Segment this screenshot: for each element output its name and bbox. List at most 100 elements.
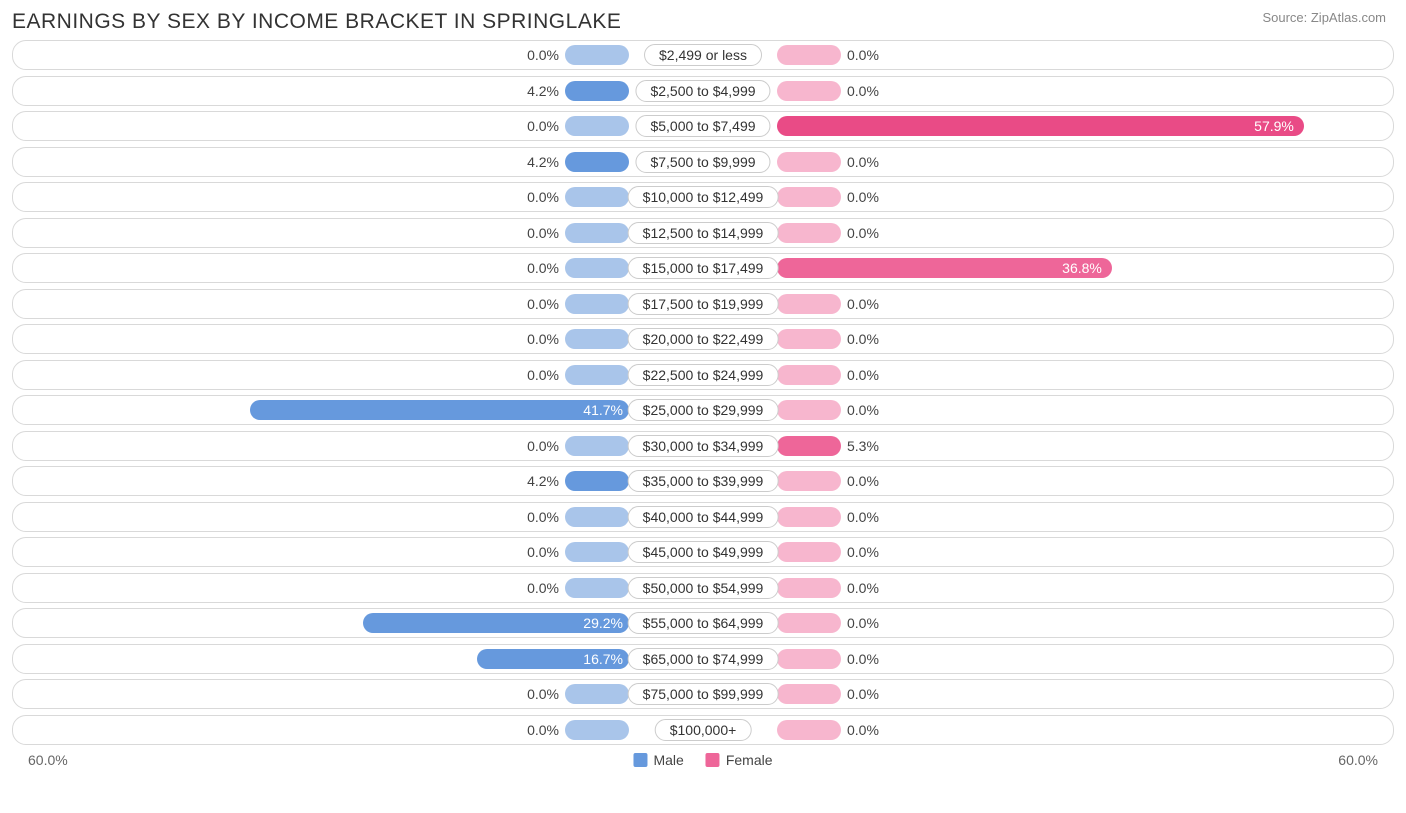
male-pct-label: 0.0% (527, 296, 565, 312)
male-bar (565, 116, 629, 136)
chart-row: 16.7% 0.0% $65,000 to $74,999 (12, 644, 1394, 674)
male-bar (565, 329, 629, 349)
female-bar (777, 613, 841, 633)
chart-row: 0.0%57.9%$5,000 to $7,499 (12, 111, 1394, 141)
female-pct-label: 0.0% (841, 544, 879, 560)
female-pct-label: 0.0% (841, 83, 879, 99)
male-swatch-icon (633, 753, 647, 767)
female-bar (777, 720, 841, 740)
bracket-label: $100,000+ (655, 719, 752, 741)
female-bar (777, 542, 841, 562)
bracket-label: $7,500 to $9,999 (635, 151, 770, 173)
chart-row: 4.2% 0.0% $7,500 to $9,999 (12, 147, 1394, 177)
female-bar (777, 400, 841, 420)
chart-row: 0.0%0.0%$17,500 to $19,999 (12, 289, 1394, 319)
legend-female-label: Female (726, 752, 773, 768)
female-pct-label: 0.0% (841, 651, 879, 667)
female-pct-label: 0.0% (841, 509, 879, 525)
male-bar (565, 45, 629, 65)
female-pct-label: 0.0% (841, 47, 879, 63)
legend: Male Female (633, 752, 772, 768)
bracket-label: $12,500 to $14,999 (628, 222, 779, 244)
female-bar (777, 471, 841, 491)
legend-male-label: Male (653, 752, 683, 768)
male-bar (565, 436, 629, 456)
chart-row: 41.7% 0.0% $25,000 to $29,999 (12, 395, 1394, 425)
male-pct-label: 0.0% (527, 367, 565, 383)
axis-row: 60.0% Male Female 60.0% (0, 750, 1406, 768)
female-bar (777, 45, 841, 65)
chart-row: 0.0%0.0%$50,000 to $54,999 (12, 573, 1394, 603)
male-bar (565, 223, 629, 243)
chart-row: 0.0% 0.0% $45,000 to $49,999 (12, 537, 1394, 567)
female-pct-label: 36.8% (783, 260, 1102, 276)
male-bar (565, 81, 629, 101)
female-pct-label: 5.3% (841, 438, 879, 454)
female-bar (777, 436, 841, 456)
female-pct-label: 0.0% (841, 154, 879, 170)
female-pct-label: 0.0% (841, 402, 879, 418)
chart-row: 0.0%0.0%$2,499 or less (12, 40, 1394, 70)
chart-row: 0.0% 0.0% $40,000 to $44,999 (12, 502, 1394, 532)
male-pct-label: 0.0% (527, 722, 565, 738)
male-pct-label: 0.0% (527, 438, 565, 454)
male-pct-label: 16.7% (573, 651, 623, 667)
male-bar (250, 400, 629, 420)
male-bar (565, 365, 629, 385)
chart-row: 0.0%0.0%$75,000 to $99,999 (12, 679, 1394, 709)
bracket-label: $5,000 to $7,499 (635, 115, 770, 137)
bracket-label: $2,500 to $4,999 (635, 80, 770, 102)
chart-row: 0.0%36.8%$15,000 to $17,499 (12, 253, 1394, 283)
bracket-label: $25,000 to $29,999 (628, 399, 779, 421)
male-pct-label: 0.0% (527, 331, 565, 347)
chart-row: 0.0%0.0%$12,500 to $14,999 (12, 218, 1394, 248)
male-bar (565, 152, 629, 172)
female-bar (777, 329, 841, 349)
chart-row: 0.0%0.0%$20,000 to $22,499 (12, 324, 1394, 354)
female-swatch-icon (706, 753, 720, 767)
male-pct-label: 41.7% (573, 402, 623, 418)
male-pct-label: 4.2% (527, 473, 565, 489)
male-pct-label: 0.0% (527, 544, 565, 560)
axis-left-label: 60.0% (28, 752, 68, 768)
female-pct-label: 0.0% (841, 189, 879, 205)
male-pct-label: 0.0% (527, 509, 565, 525)
female-pct-label: 0.0% (841, 331, 879, 347)
male-pct-label: 4.2% (527, 154, 565, 170)
bracket-label: $35,000 to $39,999 (628, 470, 779, 492)
bracket-label: $2,499 or less (644, 44, 762, 66)
bracket-label: $45,000 to $49,999 (628, 541, 779, 563)
legend-female: Female (706, 752, 773, 768)
bracket-label: $22,500 to $24,999 (628, 364, 779, 386)
male-bar (565, 258, 629, 278)
female-bar (777, 187, 841, 207)
male-pct-label: 0.0% (527, 686, 565, 702)
female-bar (777, 152, 841, 172)
bracket-label: $17,500 to $19,999 (628, 293, 779, 315)
female-pct-label: 0.0% (841, 473, 879, 489)
female-pct-label: 0.0% (841, 225, 879, 241)
female-pct-label: 0.0% (841, 722, 879, 738)
chart-row: 4.2% 0.0% $2,500 to $4,999 (12, 76, 1394, 106)
female-bar (777, 649, 841, 669)
bracket-label: $40,000 to $44,999 (628, 506, 779, 528)
bracket-label: $55,000 to $64,999 (628, 612, 779, 634)
bracket-label: $50,000 to $54,999 (628, 577, 779, 599)
male-bar (565, 720, 629, 740)
female-bar (777, 684, 841, 704)
female-bar (777, 81, 841, 101)
male-pct-label: 4.2% (527, 83, 565, 99)
chart-row: 0.0% 0.0% $100,000+ (12, 715, 1394, 745)
bracket-label: $75,000 to $99,999 (628, 683, 779, 705)
male-pct-label: 0.0% (527, 260, 565, 276)
chart-row: 29.2%0.0%$55,000 to $64,999 (12, 608, 1394, 638)
female-bar (777, 365, 841, 385)
male-pct-label: 0.0% (527, 118, 565, 134)
male-pct-label: 0.0% (527, 580, 565, 596)
chart-header: EARNINGS BY SEX BY INCOME BRACKET IN SPR… (0, 0, 1406, 40)
chart-row: 0.0%0.0%$10,000 to $12,499 (12, 182, 1394, 212)
female-pct-label: 0.0% (841, 367, 879, 383)
male-bar (565, 578, 629, 598)
female-pct-label: 0.0% (841, 615, 879, 631)
bracket-label: $65,000 to $74,999 (628, 648, 779, 670)
